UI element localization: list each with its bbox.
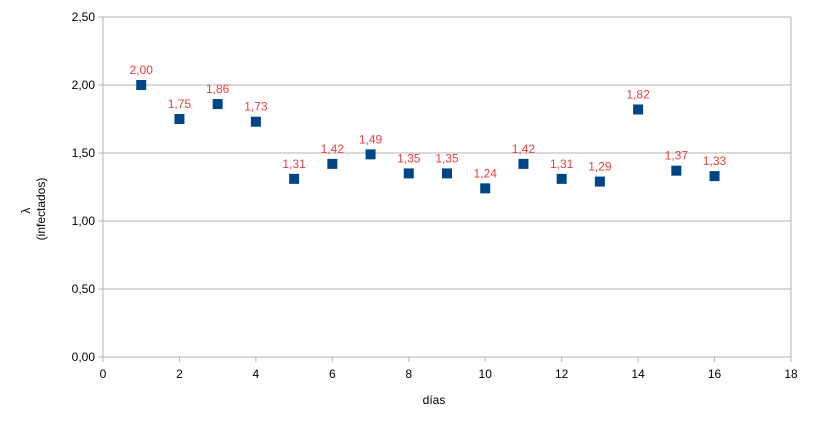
data-point xyxy=(289,173,300,184)
x-tick-label: 2 xyxy=(176,367,183,381)
y-tick-labels: 0,00 0,50 1,00 1,50 2,00 2,50 xyxy=(72,10,96,364)
data-label: 1,73 xyxy=(244,100,268,114)
data-label: 1,42 xyxy=(321,142,345,156)
data-label: 1,86 xyxy=(206,82,230,96)
data-label: 1,42 xyxy=(512,142,536,156)
data-label: 1,24 xyxy=(474,166,498,180)
y-tick-label: 0,00 xyxy=(72,350,96,364)
x-tick-label: 4 xyxy=(253,367,260,381)
y-tick-label: 2,50 xyxy=(72,10,96,24)
x-tick-label: 8 xyxy=(405,367,412,381)
x-tick-label: 12 xyxy=(555,367,569,381)
axes xyxy=(98,16,792,362)
data-point xyxy=(174,114,185,124)
x-tick-labels: 0 2 4 6 8 10 12 14 16 18 xyxy=(100,367,798,381)
data-point xyxy=(403,168,414,179)
data-point xyxy=(480,183,491,194)
data-label: 1,82 xyxy=(626,87,650,101)
y-axis-title-symbol: λ xyxy=(19,208,33,214)
data-label: 1,35 xyxy=(435,151,459,165)
data-label: 1,75 xyxy=(168,97,192,111)
x-tick-label: 10 xyxy=(479,367,493,381)
data-point xyxy=(709,171,720,182)
data-point xyxy=(594,176,605,187)
y-tick-label: 0,50 xyxy=(72,282,96,296)
data-label: 1,31 xyxy=(550,157,574,171)
data-point xyxy=(671,165,682,176)
data-labels: 2,00 1,75 1,86 1,73 1,31 1,42 1,49 1,35 1,35 1,24… xyxy=(130,63,727,180)
data-label: 1,29 xyxy=(588,160,612,174)
data-point xyxy=(633,104,644,115)
data-label: 1,33 xyxy=(703,154,727,168)
y-tick-label: 1,00 xyxy=(72,214,96,228)
data-point xyxy=(327,158,338,169)
y-tick-label: 2,00 xyxy=(72,78,96,92)
x-tick-label: 0 xyxy=(100,367,107,381)
data-point xyxy=(556,173,567,184)
data-label: 1,31 xyxy=(282,157,306,171)
data-points xyxy=(136,80,720,194)
data-point xyxy=(442,168,452,179)
data-label: 1,35 xyxy=(397,151,421,165)
data-point xyxy=(212,99,223,110)
data-label: 1,49 xyxy=(359,132,383,146)
data-label: 1,37 xyxy=(665,149,689,163)
x-tick-label: 6 xyxy=(329,367,336,381)
data-point xyxy=(518,158,529,169)
x-tick-label: 14 xyxy=(631,367,645,381)
y-tick-label: 1,50 xyxy=(72,146,96,160)
data-point xyxy=(365,149,376,160)
x-axis-title: días xyxy=(423,393,446,407)
x-tick-label: 16 xyxy=(708,367,722,381)
data-point xyxy=(136,80,147,90)
x-tick-label: 18 xyxy=(784,367,798,381)
y-axis-title: λ (infectados) xyxy=(19,178,48,241)
data-point xyxy=(250,116,261,127)
data-label: 2,00 xyxy=(130,63,154,77)
gridlines xyxy=(103,16,791,290)
y-axis-title-unit: (infectados) xyxy=(34,178,48,241)
